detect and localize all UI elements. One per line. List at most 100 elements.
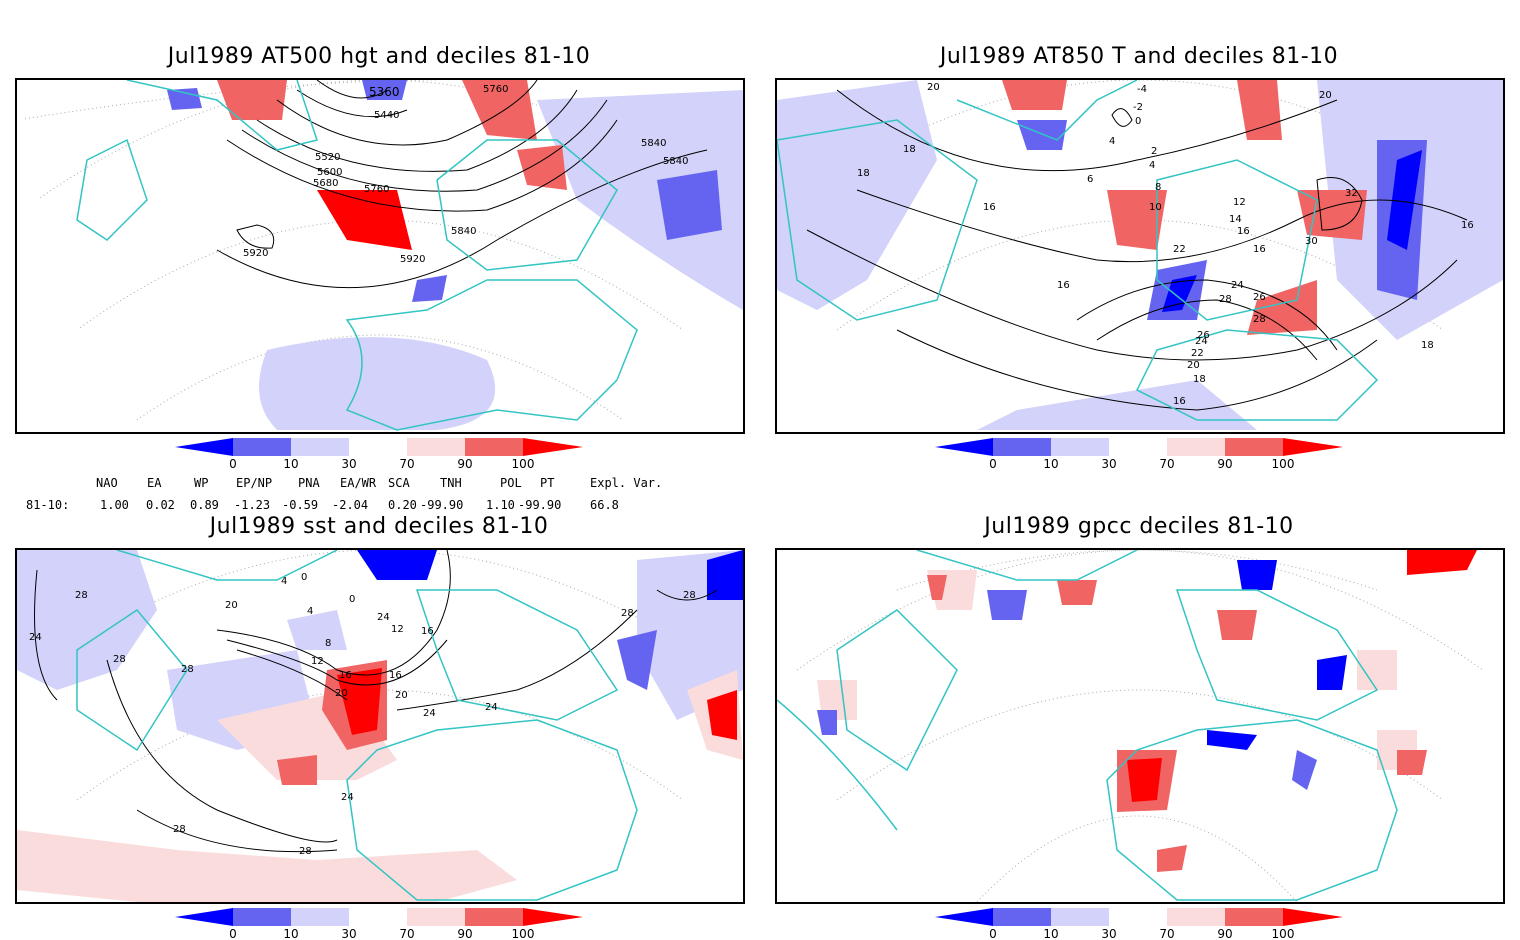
index-value: -99.90 <box>420 498 464 512</box>
panel-4-title: Jul1989 gpcc deciles 81-10 <box>984 514 1294 539</box>
colorbar-tick: 100 <box>512 927 535 940</box>
contour-label: 18 <box>903 144 916 155</box>
colorbar-tick: 70 <box>399 927 414 940</box>
contour-label: 5760 <box>364 184 389 195</box>
index-row-label: 81-10: <box>26 498 70 512</box>
contour-label: 28 <box>683 590 696 601</box>
contour-label: 18 <box>1193 374 1206 385</box>
contour-label: 20 <box>1319 90 1332 101</box>
contour-label: 12 <box>1233 197 1246 208</box>
colorbar-tick: 10 <box>283 927 298 940</box>
contour-label: 0 <box>301 572 307 583</box>
contour-label: 22 <box>1191 348 1204 359</box>
panel-1-map: 5360 5440 5520 5600 5680 5760 5760 5840 … <box>15 78 745 434</box>
contour-label: 28 <box>1253 314 1266 325</box>
contour-label: 2 <box>1151 146 1157 157</box>
indices-table: NAO EA WP EP/NP PNA EA/WR SCA TNH POL PT… <box>0 474 760 514</box>
colorbar-tick: 0 <box>229 927 237 940</box>
contour-label: 28 <box>113 654 126 665</box>
contour-label: 5840 <box>663 156 688 167</box>
colorbar-tick: 10 <box>1043 927 1058 940</box>
colorbar-tick: 10 <box>283 457 298 470</box>
colorbar-bottom-left: 0 10 30 70 90 100 <box>175 908 583 940</box>
index-header: PNA <box>298 476 320 490</box>
colorbar-tick: 100 <box>1272 927 1295 940</box>
contour-label: 0 <box>1135 116 1141 127</box>
index-value: 0.02 <box>146 498 175 512</box>
colorbar-tick: 70 <box>399 457 414 470</box>
colorbar-tick: 70 <box>1159 457 1174 470</box>
contour-label: 5840 <box>641 138 666 149</box>
panel-4-map <box>775 548 1505 904</box>
contour-label: 5920 <box>400 254 425 265</box>
panel-3-map: 28 24 28 28 20 12 4 0 16 24 8 12 16 20 1… <box>15 548 745 904</box>
colorbar-bottom-right: 0 10 30 70 90 100 <box>935 908 1343 940</box>
contour-label: 20 <box>225 600 238 611</box>
contour-label: 4 <box>281 576 287 587</box>
colorbar-tick: 10 <box>1043 457 1058 470</box>
index-header: WP <box>194 476 209 490</box>
index-header: POL <box>500 476 522 490</box>
contour-label: -2 <box>1133 102 1143 113</box>
contour-label: 5600 <box>317 167 342 178</box>
colorbar-tick: 30 <box>1101 457 1116 470</box>
contour-label: 6 <box>1087 174 1093 185</box>
contour-label: 16 <box>1173 396 1186 407</box>
contour-label: 18 <box>857 168 870 179</box>
colorbar-tick: 90 <box>1217 457 1232 470</box>
contour-label: 26 <box>1197 330 1210 341</box>
contour-label: 22 <box>1173 244 1186 255</box>
contour-label: 16 <box>1057 280 1070 291</box>
contour-label: -4 <box>1137 84 1147 95</box>
contour-label: 12 <box>391 624 404 635</box>
index-header: SCA <box>388 476 410 490</box>
contour-label: 18 <box>1421 340 1434 351</box>
contour-label: 20 <box>335 688 348 699</box>
index-value: 66.8 <box>590 498 619 512</box>
index-value: 0.89 <box>190 498 219 512</box>
contour-label: 28 <box>621 608 634 619</box>
index-value: -2.04 <box>332 498 369 512</box>
contour-label: 24 <box>377 612 390 623</box>
contour-label: 32 <box>1345 188 1358 199</box>
colorbar-tick: 90 <box>457 927 472 940</box>
index-header: NAO <box>96 476 118 490</box>
contour-label: 30 <box>1305 236 1318 247</box>
index-value: 1.00 <box>100 498 129 512</box>
colorbar-tick: 100 <box>1272 457 1295 470</box>
contour-label: 24 <box>341 792 354 803</box>
contour-label: 16 <box>1461 220 1474 231</box>
contour-label: 5680 <box>313 178 338 189</box>
panel-3-title: Jul1989 sst and deciles 81-10 <box>209 514 549 539</box>
contour-label: 16 <box>389 670 402 681</box>
contour-label: 26 <box>1253 292 1266 303</box>
colorbar-tick: 0 <box>989 457 997 470</box>
contour-label: 16 <box>1237 226 1250 237</box>
colorbar-top-left: 0 10 30 70 90 100 <box>175 438 583 470</box>
contour-label: 5840 <box>451 226 476 237</box>
contour-label: 28 <box>75 590 88 601</box>
contour-label: 20 <box>395 690 408 701</box>
contour-label: 28 <box>181 664 194 675</box>
contour-label: 5440 <box>374 110 399 121</box>
contour-label: 24 <box>29 632 42 643</box>
colorbar-tick: 100 <box>512 457 535 470</box>
contour-label: 0 <box>349 594 355 605</box>
contour-label: 5760 <box>483 84 508 95</box>
contour-label: 28 <box>1219 294 1232 305</box>
colorbar-tick: 30 <box>341 457 356 470</box>
index-value: 0.20 <box>388 498 417 512</box>
contour-label: 28 <box>299 846 312 857</box>
colorbar-tick: 30 <box>341 927 356 940</box>
contour-label: 16 <box>339 670 352 681</box>
contour-label: 4 <box>1109 136 1115 147</box>
index-header: TNH <box>440 476 462 490</box>
contour-label: 14 <box>1229 214 1242 225</box>
contour-label: 8 <box>1155 182 1161 193</box>
contour-label: 24 <box>423 708 436 719</box>
contour-label: 16 <box>983 202 996 213</box>
colorbar-top-right: 0 10 30 70 90 100 <box>935 438 1343 470</box>
index-header: Expl. Var. <box>590 476 663 490</box>
contour-label: 24 <box>485 702 498 713</box>
index-value: -1.23 <box>234 498 271 512</box>
